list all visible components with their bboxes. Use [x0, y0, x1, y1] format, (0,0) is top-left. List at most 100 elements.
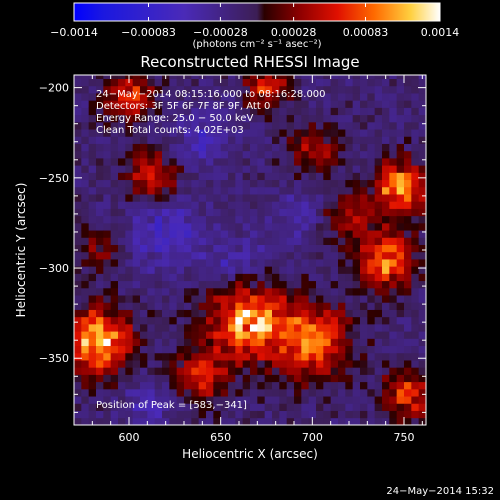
heatmap-cell [250, 287, 258, 296]
heatmap-cell [220, 215, 229, 224]
heatmap-cell [235, 345, 244, 354]
heatmap-cell [220, 244, 229, 253]
heatmap-cell [118, 201, 126, 209]
heatmap-cell [360, 388, 368, 397]
heatmap-cell [110, 287, 119, 296]
heatmap-cell [382, 78, 390, 87]
heatmap-cell [345, 201, 354, 209]
heatmap-cell [118, 194, 126, 202]
heatmap-cell [374, 237, 383, 245]
heatmap-cell [220, 259, 229, 267]
heatmap-cell [154, 266, 163, 274]
heatmap-cell [382, 352, 390, 361]
heatmap-cell [250, 201, 258, 209]
heatmap-cell [235, 157, 244, 166]
heatmap-cell [308, 244, 317, 253]
heatmap-cell [162, 157, 170, 166]
heatmap-cell [176, 331, 185, 339]
heatmap-cell [154, 121, 163, 130]
heatmap-cell [74, 222, 82, 231]
heatmap-cell [345, 215, 354, 224]
heatmap-cell [404, 100, 412, 108]
heatmap-cell [389, 287, 398, 296]
heatmap-cell [345, 150, 354, 159]
heatmap-cell [279, 244, 288, 253]
heatmap-cell [110, 367, 119, 375]
heatmap-cell [147, 331, 156, 339]
heatmap-cell [191, 194, 200, 202]
heatmap-cell [242, 287, 251, 296]
heatmap-cell [418, 295, 426, 303]
heatmap-cell [162, 93, 170, 101]
heatmap-cell [367, 143, 376, 152]
heatmap-cell [220, 388, 229, 397]
heatmap-cell [140, 417, 148, 425]
heatmap-cell [118, 367, 126, 375]
heatmap-cell [110, 273, 119, 282]
heatmap-cell [345, 309, 354, 318]
heatmap-cell [316, 129, 324, 137]
heatmap-cell [389, 208, 398, 217]
heatmap-cell [352, 237, 361, 245]
heatmap-cell [330, 215, 339, 224]
heatmap-cell [110, 121, 119, 130]
heatmap-cell [272, 403, 280, 411]
heatmap-cell [242, 352, 251, 361]
heatmap-cell [184, 251, 192, 260]
heatmap-cell [264, 244, 273, 253]
heatmap-cell [323, 266, 332, 274]
heatmap-cell [345, 237, 354, 245]
heatmap-cell [228, 100, 236, 108]
heatmap-cell [338, 93, 346, 101]
heatmap-cell [323, 150, 332, 159]
heatmap-cell [96, 215, 104, 224]
heatmap-cell [345, 287, 354, 296]
heatmap-cell [220, 360, 229, 368]
colorbar-tick-label: −0.00083 [121, 26, 176, 39]
heatmap-cell [301, 316, 310, 325]
heatmap-cell [191, 331, 200, 339]
heatmap-cell [264, 360, 273, 368]
heatmap-cell [184, 78, 192, 87]
heatmap-cell [367, 360, 376, 368]
heatmap-cell [140, 78, 148, 87]
heatmap-cell [367, 316, 376, 325]
heatmap-cell [206, 309, 214, 318]
heatmap-cell [330, 323, 339, 332]
heatmap-cell [118, 136, 126, 144]
heatmap-cell [118, 230, 126, 238]
heatmap-cell [308, 302, 317, 310]
heatmap-cell [257, 417, 266, 425]
heatmap-cell [286, 107, 295, 116]
heatmap-cell [389, 367, 398, 375]
heatmap-cell [374, 114, 383, 123]
heatmap-cell [382, 186, 390, 195]
heatmap-cell [250, 129, 258, 137]
heatmap-cell [404, 309, 412, 318]
heatmap-cell [184, 259, 192, 267]
heatmap-cell [176, 150, 185, 159]
heatmap-cell [176, 323, 185, 332]
heatmap-cell [367, 302, 376, 310]
heatmap-cell [308, 136, 317, 144]
heatmap-cell [294, 316, 302, 325]
heatmap-cell [235, 78, 244, 87]
heatmap-cell [213, 136, 222, 144]
heatmap-cell [411, 295, 420, 303]
heatmap-cell [272, 309, 280, 318]
heatmap-cell [191, 143, 200, 152]
heatmap-cell [418, 396, 426, 404]
heatmap-cell [220, 172, 229, 181]
heatmap-cell [220, 121, 229, 130]
heatmap-cell [316, 388, 324, 397]
heatmap-cell [352, 208, 361, 217]
heatmap-cell [367, 273, 376, 282]
heatmap-cell [250, 75, 258, 80]
heatmap-cell [294, 222, 302, 231]
heatmap-cell [235, 107, 244, 116]
heatmap-cell [140, 222, 148, 231]
heatmap-cell [228, 316, 236, 325]
heatmap-cell [316, 172, 324, 181]
heatmap-cell [169, 201, 178, 209]
heatmap-cell [330, 309, 339, 318]
